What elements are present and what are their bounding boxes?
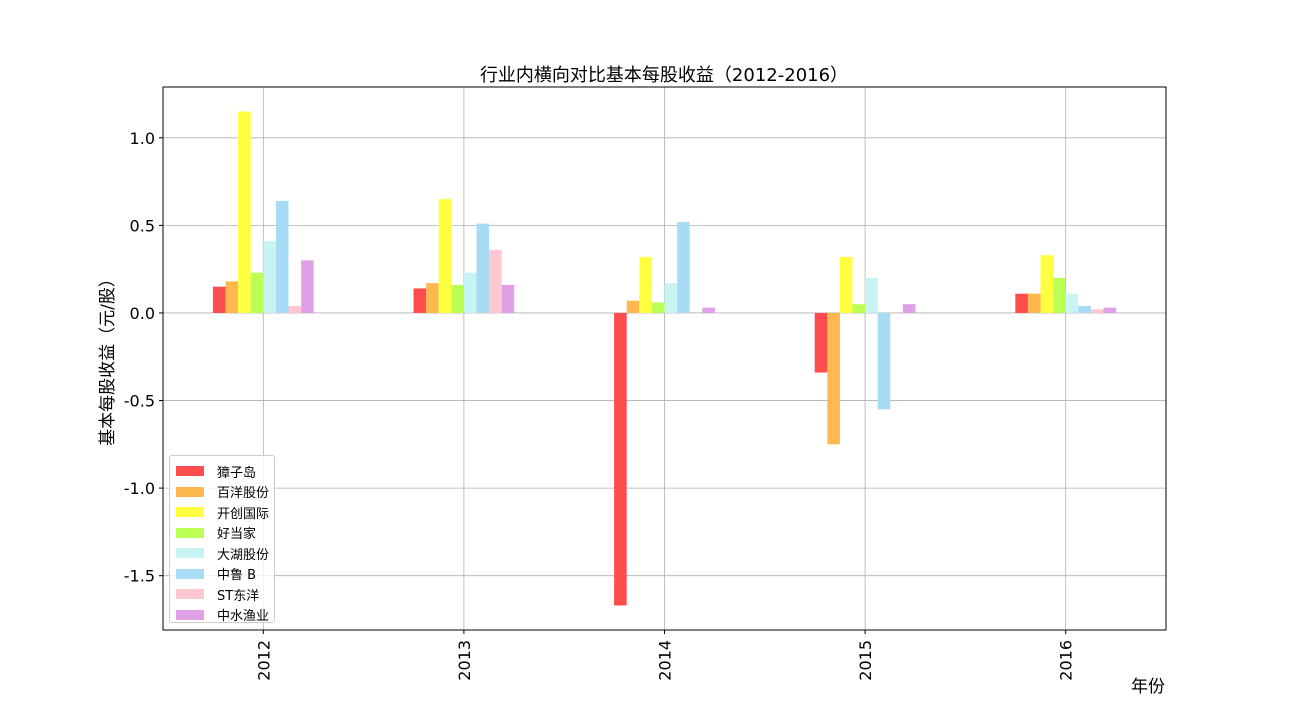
legend-swatch: [176, 527, 204, 538]
legend-swatch: [176, 486, 204, 497]
bar: [489, 249, 502, 313]
bar: [827, 312, 840, 445]
legend-item: 好当家: [176, 523, 274, 544]
x-tick-label: 2014: [656, 640, 675, 681]
bar: [438, 199, 452, 313]
bar: [212, 286, 226, 313]
bar: [1053, 277, 1066, 313]
bar: [426, 283, 439, 313]
legend-item: 中水渔业: [176, 605, 274, 626]
legend-item: 中鲁 B: [176, 564, 274, 585]
bar: [1065, 293, 1079, 313]
legend-item: 大湖股份: [176, 543, 274, 564]
legend-swatch: [176, 589, 204, 600]
legend-label: 百洋股份: [217, 486, 270, 502]
y-tick-label: 1.0: [130, 129, 155, 148]
y-tick-label: -1.5: [124, 567, 155, 586]
x-tick-label: 2015: [856, 640, 875, 681]
bar: [275, 200, 289, 313]
bars: [212, 111, 1117, 606]
bar: [1027, 293, 1041, 313]
x-tick-label: 2012: [254, 640, 273, 681]
legend-item: 百洋股份: [176, 482, 274, 503]
legend-label: ST东洋: [217, 588, 260, 604]
bar: [639, 256, 652, 313]
legend-swatch: [176, 507, 204, 518]
bar: [463, 272, 477, 313]
legend-label: 中鲁 B: [217, 568, 257, 584]
legend-item: 开创国际: [176, 502, 274, 523]
bar: [651, 302, 665, 313]
bar: [263, 241, 276, 313]
legend: 獐子岛百洋股份开创国际好当家大湖股份中鲁 B ST东洋中水渔业: [169, 455, 275, 626]
bar: [413, 288, 427, 313]
chart-title: 行业内横向对比基本每股收益（2012-2016）: [480, 65, 848, 86]
bar: [814, 312, 828, 373]
legend-swatch: [176, 609, 204, 620]
legend-item: 獐子岛: [176, 461, 274, 482]
x-tick-label: 2016: [1057, 640, 1076, 681]
bar: [877, 312, 891, 410]
bar: [1015, 293, 1028, 313]
legend-item: ST东洋: [176, 584, 274, 605]
y-tick-label: -0.5: [124, 392, 155, 411]
bar: [626, 300, 640, 313]
legend-swatch: [176, 568, 204, 579]
bar: [614, 312, 627, 606]
bar: [1040, 255, 1054, 313]
x-axis-label: 年份: [1131, 677, 1165, 697]
legend-label: 獐子岛: [217, 465, 257, 481]
grid-lines: [163, 87, 1166, 630]
bar: [1090, 309, 1104, 313]
y-tick-label: 0.0: [130, 304, 155, 323]
legend-label: 好当家: [217, 527, 257, 543]
y-tick-label: -1.0: [124, 479, 155, 498]
legend-label: 开创国际: [217, 506, 270, 522]
bar: [852, 304, 866, 313]
bar: [865, 277, 878, 313]
bar: [451, 284, 464, 313]
bar: [250, 272, 264, 313]
legend-swatch: [176, 548, 204, 559]
bar: [238, 111, 251, 313]
bar: [225, 281, 239, 313]
legend-swatch: [176, 466, 204, 477]
bar: [839, 256, 853, 313]
legend-label: 中水渔业: [217, 609, 270, 625]
bar: [1078, 305, 1091, 313]
bar: [702, 307, 715, 313]
bar: [301, 260, 314, 313]
legend-label: 大湖股份: [217, 547, 270, 563]
axis-ticks: -1.5 -1.0 -0.5 0.0 0.5 1.0 2012 2013 2014 2015 201…: [124, 129, 1076, 681]
bar: [501, 284, 515, 313]
bar: [476, 223, 490, 313]
bar: [664, 283, 678, 313]
bar: [902, 304, 916, 313]
y-axis-label: 基本每股收益（元/股）: [98, 270, 118, 446]
y-tick-label: 0.5: [130, 216, 155, 235]
bar: [677, 221, 690, 313]
x-tick-label: 2013: [455, 640, 474, 681]
bar: [1103, 307, 1117, 313]
bar: [288, 305, 302, 313]
